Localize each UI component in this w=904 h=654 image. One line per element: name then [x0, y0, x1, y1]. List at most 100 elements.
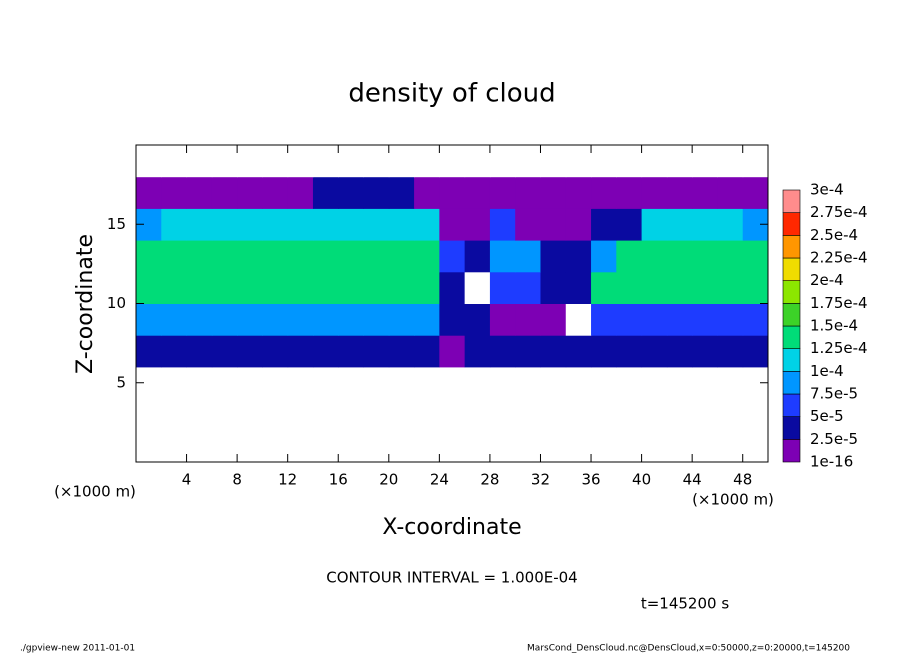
cell	[161, 176, 188, 209]
cell	[312, 335, 339, 368]
cell	[388, 176, 415, 209]
x-axis-label: X-coordinate	[382, 515, 521, 540]
colorbar-label: 2.75e-4	[810, 203, 868, 221]
cell	[262, 208, 289, 241]
cell	[692, 145, 718, 178]
cell	[312, 240, 339, 273]
y-axis-label: Z-coordinate	[73, 234, 98, 374]
colorbar-label: 1.75e-4	[810, 294, 868, 312]
x-tick-label: 16	[329, 471, 348, 489]
cell	[489, 303, 516, 336]
cell	[666, 366, 693, 400]
cell	[161, 335, 188, 368]
cell	[565, 240, 592, 273]
colorbar-label: 7.5e-5	[810, 385, 858, 403]
cell	[338, 271, 365, 304]
colorbar-box	[782, 257, 801, 281]
cell	[338, 335, 365, 368]
cell	[742, 145, 769, 178]
cell	[515, 398, 541, 431]
cell	[186, 145, 213, 178]
cell	[666, 145, 693, 178]
cell	[186, 208, 213, 241]
cell	[414, 145, 440, 178]
cell	[312, 176, 339, 209]
colorbar-label: 1.25e-4	[810, 339, 868, 357]
cell	[211, 430, 238, 463]
cell	[161, 303, 188, 336]
cell	[641, 366, 668, 400]
cell	[616, 271, 643, 304]
cell	[161, 366, 188, 400]
cell	[692, 430, 718, 463]
cell	[262, 335, 289, 368]
cell	[464, 208, 491, 241]
cell	[363, 271, 390, 304]
cell	[211, 271, 238, 304]
cell	[136, 176, 162, 209]
cell	[515, 176, 541, 209]
cell	[742, 430, 769, 463]
cell	[414, 271, 440, 304]
colorbar-box	[782, 348, 801, 372]
x-tick-label: 40	[632, 471, 651, 489]
cell	[414, 366, 440, 400]
x-tick-label: 48	[733, 471, 752, 489]
cell	[388, 145, 415, 178]
cell	[540, 366, 567, 400]
cell	[565, 145, 592, 178]
cell	[742, 335, 769, 368]
cell	[211, 366, 238, 400]
cell	[540, 430, 567, 463]
cell	[414, 398, 440, 431]
cell	[489, 366, 516, 400]
cell	[388, 208, 415, 241]
cell	[515, 335, 541, 368]
colorbar-box	[782, 325, 801, 349]
cell	[211, 240, 238, 273]
colorbar-label: 2.25e-4	[810, 249, 868, 267]
cell	[565, 430, 592, 463]
colorbar-label: 1e-16	[810, 453, 853, 471]
cell	[717, 398, 744, 431]
cell	[388, 303, 415, 336]
cell	[439, 366, 466, 400]
cell	[641, 145, 668, 178]
cell	[363, 366, 390, 400]
colorbar-label: 5e-5	[810, 407, 844, 425]
cell	[692, 271, 718, 304]
cell	[161, 398, 188, 431]
cell	[439, 398, 466, 431]
cell	[161, 240, 188, 273]
y-tick-label: 10	[107, 294, 126, 312]
cell	[742, 271, 769, 304]
cell	[616, 303, 643, 336]
x-unit: (×1000 m)	[54, 483, 136, 501]
cell	[591, 430, 617, 463]
cell	[338, 208, 365, 241]
cell	[439, 271, 466, 304]
cell	[464, 176, 491, 209]
cell	[312, 366, 339, 400]
cell	[363, 240, 390, 273]
cell	[616, 240, 643, 273]
cell	[136, 240, 162, 273]
cell	[262, 176, 289, 209]
colorbar-label: 2.5e-4	[810, 226, 858, 244]
cell	[287, 398, 314, 431]
cell	[388, 366, 415, 400]
cell	[237, 145, 263, 178]
cell	[616, 366, 643, 400]
cell	[515, 303, 541, 336]
cell	[414, 240, 440, 273]
cell	[591, 240, 617, 273]
cell	[136, 430, 162, 463]
footer: ./gpview-new 2011-01-01	[20, 644, 135, 654]
cell	[616, 145, 643, 178]
cell	[262, 398, 289, 431]
cell	[489, 335, 516, 368]
cell	[439, 208, 466, 241]
cell	[439, 430, 466, 463]
cell	[312, 398, 339, 431]
cell	[666, 176, 693, 209]
